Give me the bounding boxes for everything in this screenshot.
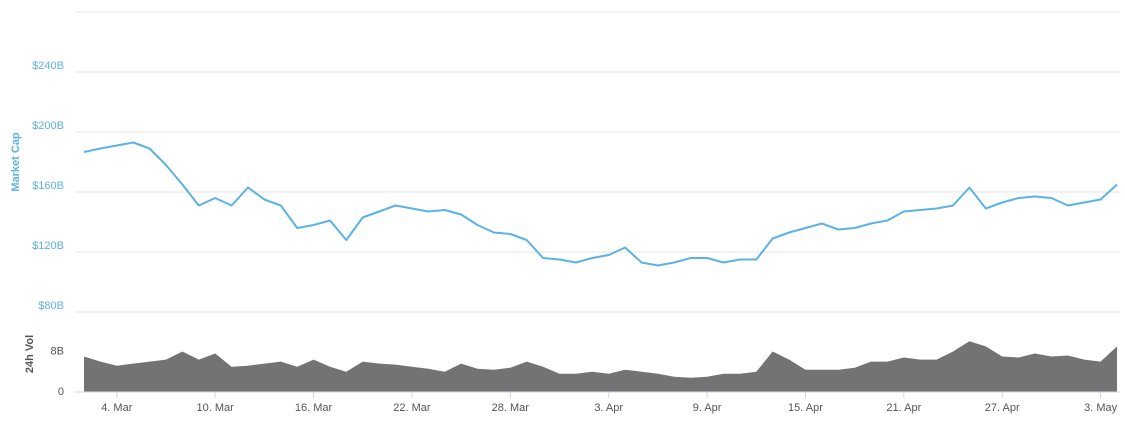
x-tick-label: 3. Apr: [594, 402, 623, 414]
x-tick-label: 9. Apr: [693, 402, 722, 414]
y-tick-label: 0: [58, 386, 64, 398]
y-axis-title: Market Cap: [10, 132, 22, 192]
x-tick-label: 22. Mar: [393, 402, 431, 414]
y-tick-label: $160B: [32, 180, 64, 192]
market-cap-line: [83, 141, 1118, 267]
y-axis-title: 24h Vol: [24, 335, 36, 373]
y-tick-label: $80B: [38, 300, 64, 312]
x-tick-label: 28. Mar: [492, 402, 530, 414]
y-tick-label: 8B: [51, 345, 64, 357]
x-tick-label: 3. May: [1084, 402, 1118, 414]
x-tick-label: 10. Mar: [197, 402, 235, 414]
x-tick-label: 27. Apr: [985, 402, 1020, 414]
volume-area: [84, 341, 1117, 392]
x-tick-label: 4. Mar: [101, 402, 133, 414]
y-tick-label: $240B: [32, 60, 64, 72]
x-tick-label: 21. Apr: [886, 402, 921, 414]
y-tick-label: $120B: [32, 240, 64, 252]
x-tick-label: 15. Apr: [788, 402, 823, 414]
x-tick-label: 16. Mar: [295, 402, 333, 414]
y-tick-label: $200B: [32, 120, 64, 132]
